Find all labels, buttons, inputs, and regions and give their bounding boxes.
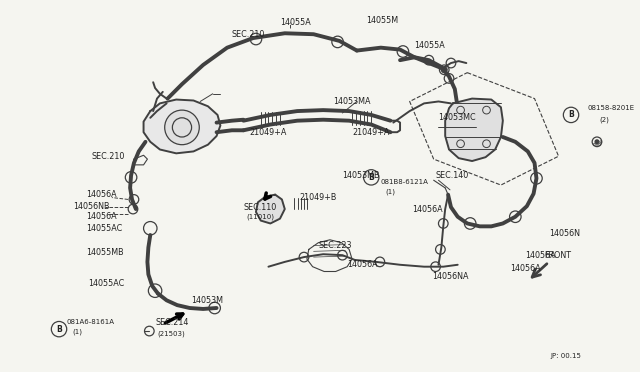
- Text: SEC.210: SEC.210: [232, 30, 266, 39]
- Text: 14053MA: 14053MA: [333, 97, 371, 106]
- Text: 14056NA: 14056NA: [432, 272, 468, 281]
- Text: 14056A: 14056A: [413, 205, 443, 214]
- Text: 14055AC: 14055AC: [88, 279, 124, 288]
- Text: 14055A: 14055A: [280, 18, 310, 27]
- Text: 14056A: 14056A: [86, 190, 116, 199]
- Polygon shape: [256, 195, 285, 224]
- Circle shape: [51, 321, 67, 337]
- Text: SEC.210: SEC.210: [92, 152, 125, 161]
- Text: (11010): (11010): [246, 214, 275, 220]
- Text: 21049+B: 21049+B: [299, 193, 337, 202]
- Text: 14055M: 14055M: [367, 16, 399, 25]
- Circle shape: [364, 170, 379, 185]
- Text: B: B: [56, 325, 62, 334]
- Text: 08158-8201E: 08158-8201E: [588, 105, 634, 111]
- Text: 14056NB: 14056NB: [74, 202, 110, 211]
- Text: FRONT: FRONT: [544, 251, 571, 260]
- Text: SEC.214: SEC.214: [155, 318, 188, 327]
- Text: 14056A: 14056A: [86, 212, 116, 221]
- Text: 14056A: 14056A: [348, 260, 378, 269]
- Text: 14053MC: 14053MC: [438, 113, 476, 122]
- Text: 14053M: 14053M: [191, 296, 223, 305]
- Text: 14056A: 14056A: [511, 264, 541, 273]
- Text: B: B: [369, 173, 374, 182]
- Circle shape: [563, 107, 579, 123]
- Text: JP: 00.15: JP: 00.15: [551, 353, 582, 359]
- Polygon shape: [143, 100, 220, 153]
- Circle shape: [164, 110, 199, 145]
- Text: (21503): (21503): [157, 331, 185, 337]
- Text: 21049+A: 21049+A: [352, 128, 389, 137]
- Text: 14055A: 14055A: [415, 41, 445, 50]
- Text: 21049+A: 21049+A: [249, 128, 287, 137]
- Text: (1): (1): [72, 329, 83, 335]
- Text: 14055AC: 14055AC: [86, 224, 122, 233]
- Polygon shape: [445, 99, 503, 161]
- Text: 14056A: 14056A: [525, 251, 556, 260]
- Text: 14056N: 14056N: [549, 228, 580, 238]
- Text: (1): (1): [386, 189, 396, 195]
- Circle shape: [442, 67, 447, 73]
- Text: 081A6-8161A: 081A6-8161A: [67, 320, 115, 326]
- Text: SEC.110: SEC.110: [243, 203, 276, 212]
- Text: 14053MB: 14053MB: [342, 171, 380, 180]
- Text: SEC.140: SEC.140: [436, 171, 469, 180]
- Circle shape: [595, 140, 599, 144]
- Text: (2): (2): [600, 116, 610, 123]
- Text: 14055MB: 14055MB: [86, 248, 124, 257]
- Text: B: B: [568, 110, 574, 119]
- Text: SEC.223: SEC.223: [318, 241, 352, 250]
- Text: 081B8-6121A: 081B8-6121A: [381, 179, 429, 185]
